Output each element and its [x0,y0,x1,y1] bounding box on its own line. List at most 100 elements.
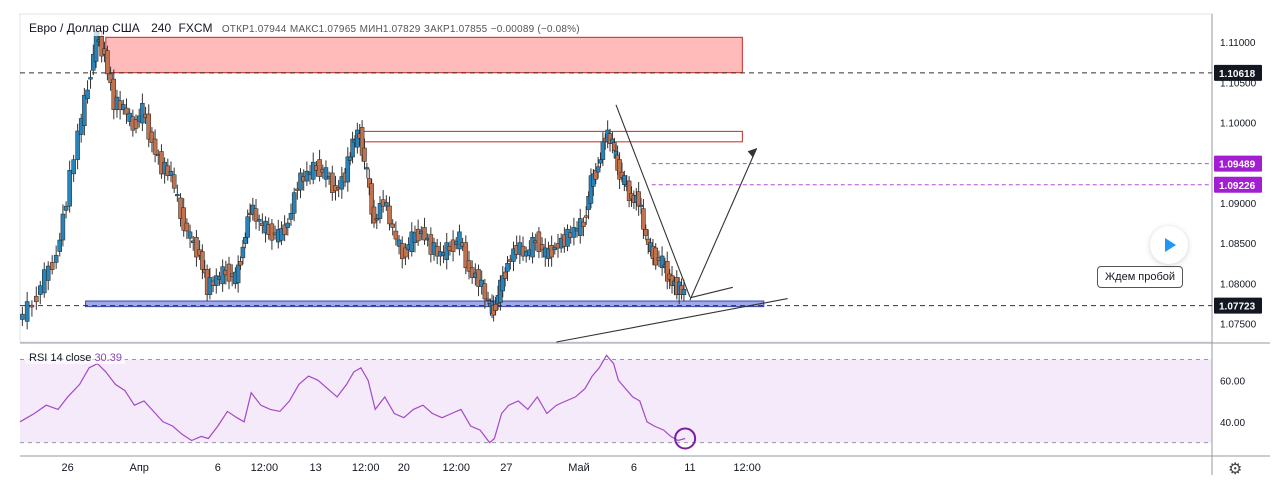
candle-body [253,208,259,222]
candle-body [583,215,589,218]
candle-body [75,130,80,160]
candle-body [485,298,491,301]
candle-body [390,223,395,228]
candle-body [539,244,545,251]
price-series [20,26,687,330]
candle-body [34,295,39,303]
candle-body [600,141,606,160]
candle-body [387,205,392,225]
candle-body [146,113,151,140]
x-tick-label: 12:00 [733,462,761,474]
candle-body [29,304,35,308]
interval-label[interactable]: 240 [151,21,172,35]
price-tag-label: 1.07723 [1219,302,1256,313]
rsi-line [19,354,686,444]
x-tick-label: 6 [631,462,637,474]
zone-resistance [105,36,743,74]
candle-body [53,254,59,263]
candle-body [124,107,129,115]
candle-body [565,228,570,247]
candle-body [57,239,62,252]
candle-body [362,147,367,162]
candle-body [374,218,380,221]
price-legend: Евро / Доллар США 240 FXCM ОТКР1.07944 М… [26,20,583,36]
candle-body [140,102,145,124]
candle-body [60,213,66,241]
candle-body [598,159,603,164]
candle-body [659,255,665,269]
x-tick-label: 13 [309,462,321,474]
price-tag-bg [1214,176,1262,193]
source-label: FXCM [178,21,213,35]
candle-body [577,218,583,236]
x-tick-label: 11 [684,462,695,474]
candle-body [184,222,190,232]
candle-body [505,262,510,272]
candle-body [181,207,186,231]
candle-body [41,269,47,294]
y-tick-label: 1.10000 [1220,119,1257,130]
candle-body [403,247,408,258]
candle-body [530,236,535,258]
candle-body [91,53,96,71]
candle-body [108,73,113,83]
y-tick-label: 1.08500 [1220,239,1257,250]
candle-body [282,224,287,236]
candle-body [269,223,275,241]
candle-body [479,279,484,287]
candle-body [415,228,421,242]
gear-icon[interactable]: ⚙ [1228,461,1243,478]
y-tick-label: 1.07500 [1220,320,1257,331]
candle-body [168,170,174,176]
candle-body [369,183,374,215]
annotation-callout[interactable]: Ждем пробой [1097,266,1184,288]
candle-body [355,129,360,148]
x-tick-label: 12:00 [251,462,279,474]
y-tick-label: 1.08000 [1220,279,1257,290]
candle-body [377,203,383,219]
change-value: −0.00089 (−0.08%) [490,24,580,35]
rsi-pane [19,354,1212,450]
candle-body [552,246,558,251]
high-value: 1.07965 [318,24,357,35]
candle-body [20,313,25,320]
candle-body [207,277,213,295]
candle-body [194,236,199,258]
candle-body [187,231,193,239]
rsi-label[interactable]: RSI 14 close [29,352,92,364]
candle-body [466,260,472,272]
x-tick-label: 12:00 [352,462,380,474]
candle-body [641,208,646,230]
y-tick-label: 1.09000 [1220,199,1257,210]
candle-body [622,175,627,185]
candle-body [38,285,43,295]
drawings-layer[interactable] [556,104,788,343]
low-value: 1.07829 [382,24,421,35]
symbol-name[interactable]: Евро / Доллар США [29,21,140,35]
play-icon[interactable] [1150,226,1188,264]
candle-body [482,283,488,300]
candle-body [214,275,219,286]
candle-body [549,245,554,258]
candle-body [240,246,246,259]
price-tag-label: 1.10618 [1219,69,1256,80]
candle-body [220,266,225,285]
candle-body [226,263,232,282]
rsi-y-tick-label: 40.00 [1220,418,1245,429]
descending-trendline [615,104,691,298]
candle-body [493,303,498,311]
close-value: 1.07855 [449,24,488,35]
candle-body [469,267,475,278]
candle-body [463,242,469,269]
candle-body [171,174,177,189]
candle-body [339,176,345,190]
y-tick-label: 1.10500 [1220,78,1257,89]
grid-lines [19,13,1270,475]
candle-body [450,239,456,252]
candle-body [49,262,55,270]
candle-body [502,271,508,279]
candle-body [330,172,335,193]
candle-body [24,301,30,322]
candle-body [345,156,351,183]
